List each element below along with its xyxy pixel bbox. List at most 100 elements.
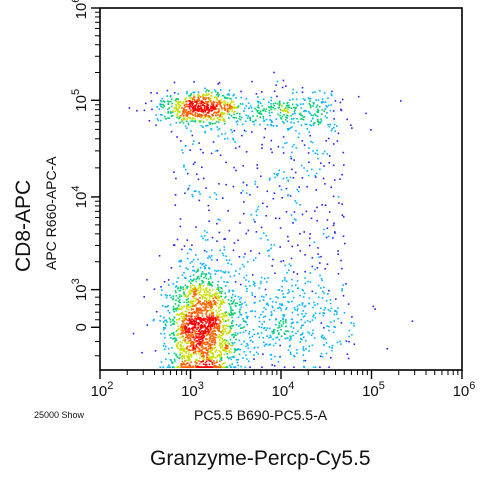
event-dot [221, 341, 224, 344]
event-dot [219, 341, 221, 344]
event-dot [167, 111, 170, 113]
event-dot [211, 114, 213, 116]
event-dot [223, 320, 225, 322]
event-dot [212, 304, 214, 306]
event-dot [251, 292, 253, 294]
event-dot [190, 299, 192, 302]
event-dot [189, 342, 192, 345]
event-dot [221, 252, 224, 255]
event-dot [218, 297, 220, 299]
event-dot [271, 300, 274, 303]
event-dot [320, 162, 322, 164]
event-dot [241, 134, 243, 137]
event-dot [216, 149, 219, 152]
event-dot [272, 102, 275, 105]
event-dot [224, 96, 226, 99]
event-dot [205, 343, 207, 346]
event-dot [244, 253, 246, 255]
event-dot [340, 322, 343, 324]
event-dot [236, 107, 238, 109]
event-dot [263, 306, 265, 309]
event-dot [208, 330, 211, 333]
event-dot [170, 100, 172, 103]
event-dot [222, 329, 224, 331]
event-dot [208, 323, 210, 325]
event-dot [303, 306, 306, 308]
event-dot [300, 327, 302, 329]
event-dot [253, 354, 255, 356]
event-dot [201, 272, 203, 275]
event-dot [163, 348, 166, 350]
event-dot [345, 283, 347, 285]
event-dot [216, 299, 219, 301]
event-dot [250, 213, 253, 216]
event-dot [332, 331, 335, 334]
event-dot [198, 344, 201, 346]
event-dot [198, 283, 201, 285]
event-dot [274, 108, 276, 110]
event-dot [186, 105, 188, 108]
event-dot [178, 308, 180, 311]
event-dot [324, 268, 326, 270]
event-dot [180, 364, 182, 366]
event-dot [278, 321, 280, 324]
event-dot [327, 235, 330, 238]
event-dot [203, 332, 206, 335]
event-dot [272, 344, 275, 347]
event-dot [166, 89, 169, 92]
event-dot [176, 238, 179, 241]
event-dot [189, 366, 192, 368]
event-dot [171, 347, 173, 349]
event-dot [341, 267, 343, 270]
event-dot [198, 119, 200, 122]
event-dot [300, 114, 302, 116]
event-dot [247, 115, 250, 117]
event-dot [175, 353, 177, 356]
event-dot [207, 333, 210, 335]
event-dot [199, 354, 202, 356]
event-dot [319, 307, 322, 310]
event-dot [181, 118, 184, 120]
event-dot [234, 332, 237, 334]
event-dot [218, 354, 220, 356]
event-dot [320, 322, 323, 324]
event-dot [209, 273, 212, 275]
event-dot [251, 274, 254, 276]
event-dot [230, 296, 233, 299]
event-dot [293, 106, 295, 109]
event-dot [329, 302, 332, 305]
event-dot [203, 117, 205, 119]
event-dot [240, 297, 242, 299]
event-dot [179, 312, 181, 315]
event-dot [178, 289, 181, 292]
event-dot [242, 331, 245, 334]
event-dot [220, 321, 223, 324]
event-dot [226, 137, 229, 140]
event-dot [226, 104, 229, 106]
event-dot [274, 272, 276, 275]
event-dot [218, 310, 220, 313]
event-dot [262, 117, 265, 120]
event-dot [181, 119, 183, 121]
event-dot [350, 124, 352, 126]
event-dot [227, 262, 229, 265]
event-dot [279, 227, 282, 229]
event-dot [160, 106, 163, 108]
event-dot [184, 328, 187, 331]
event-dot [192, 300, 195, 302]
event-dot [199, 336, 202, 339]
event-dot [188, 329, 190, 332]
event-dot [282, 177, 285, 180]
event-dot [276, 103, 279, 105]
event-dot [278, 101, 281, 104]
event-dot [324, 101, 327, 103]
event-dot [291, 300, 293, 303]
event-dot [286, 109, 288, 112]
event-dot [287, 106, 289, 109]
event-dot [264, 110, 267, 113]
event-dot [217, 280, 220, 283]
event-dot [223, 312, 226, 314]
event-dot [193, 339, 196, 341]
event-dot [281, 285, 283, 288]
event-dot [247, 261, 249, 263]
